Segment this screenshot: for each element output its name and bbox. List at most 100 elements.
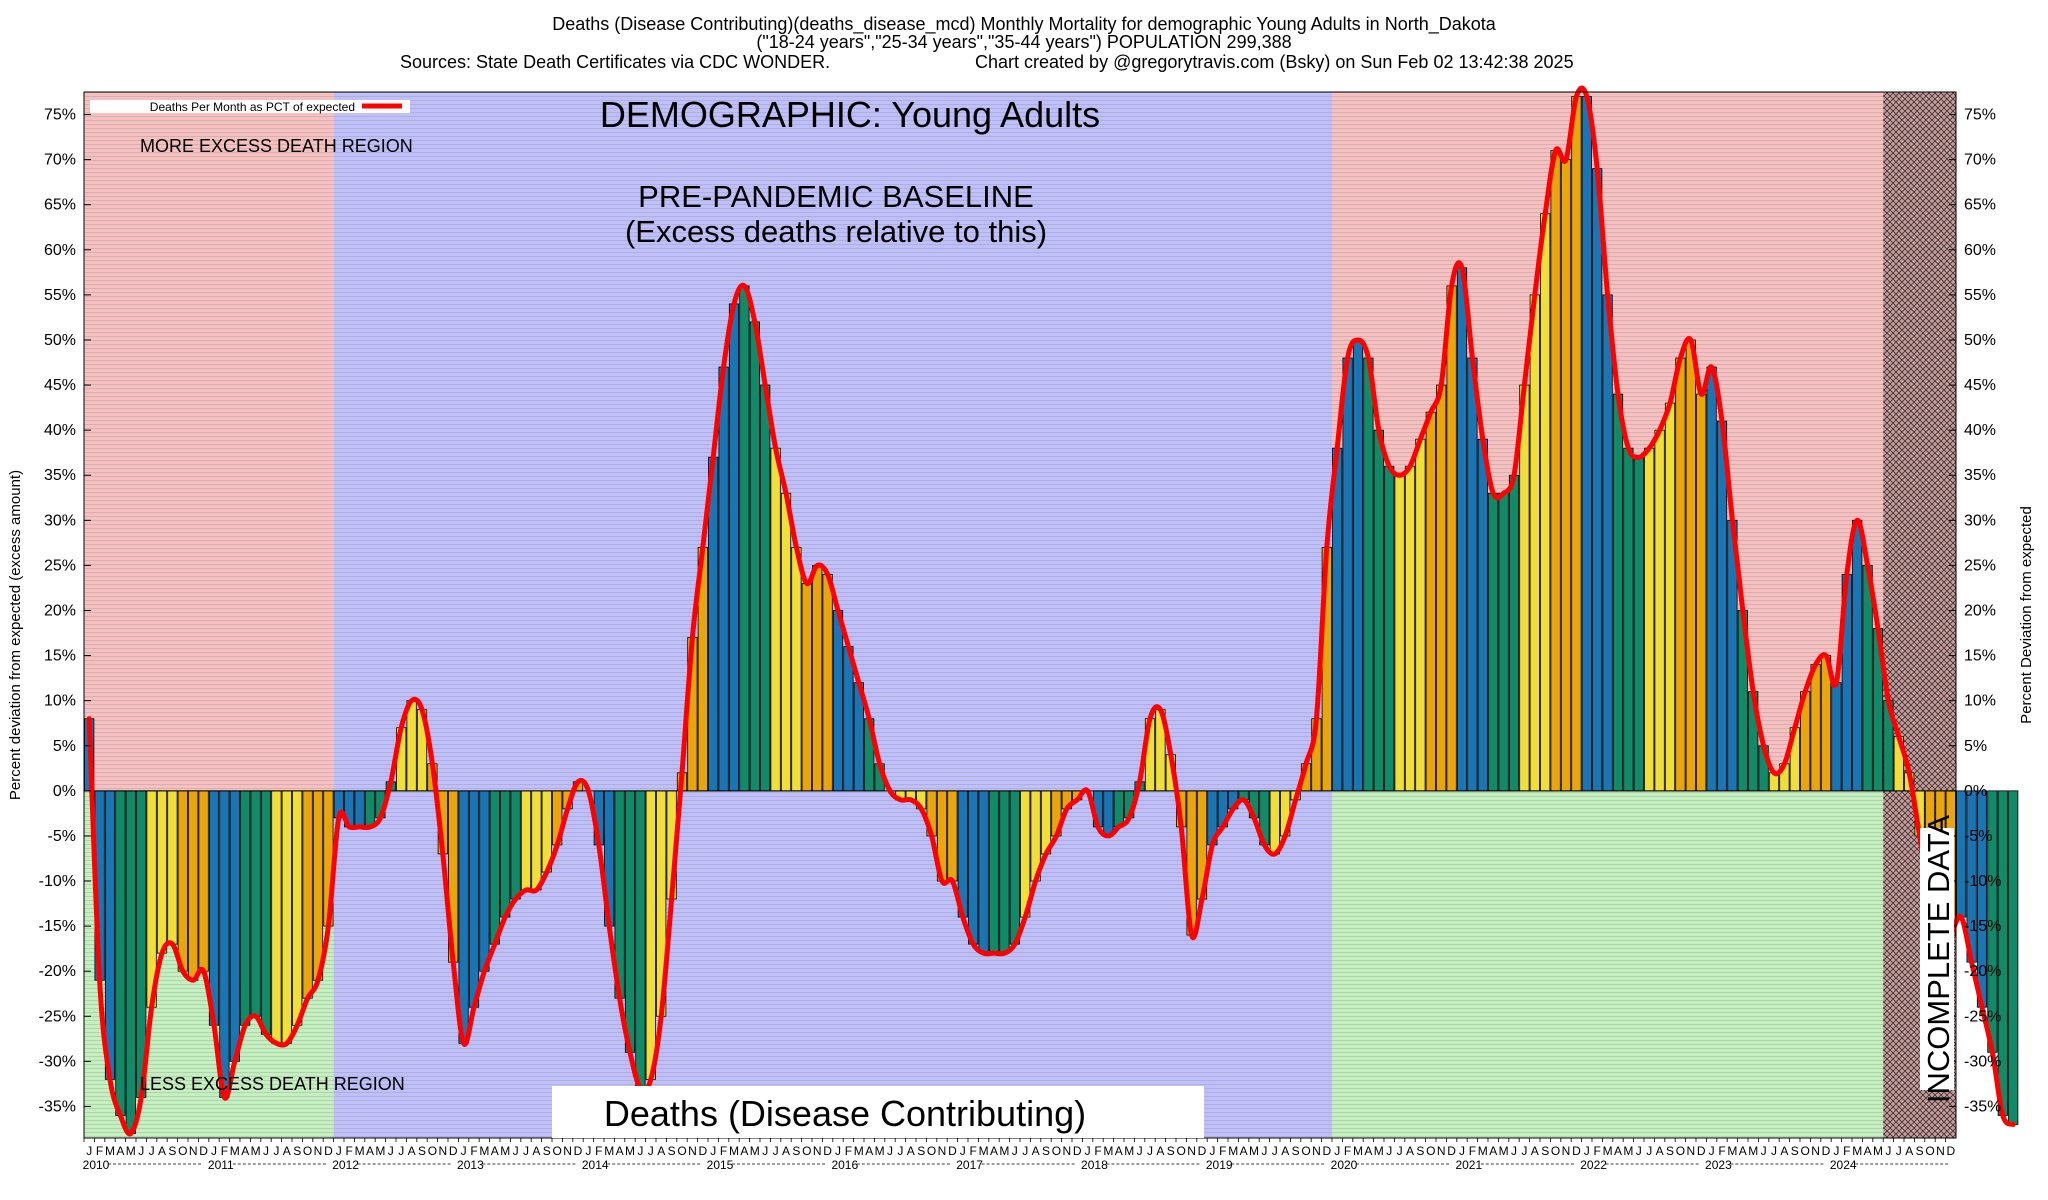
bar [364, 790, 376, 828]
x-tick-month: A [782, 1144, 790, 1158]
y-tick-label-left: 10% [44, 693, 76, 710]
x-tick-month: J [637, 1144, 643, 1158]
x-tick-year: 2021 [1455, 1158, 1482, 1172]
bar [219, 790, 230, 1098]
x-tick-month: O [553, 1144, 562, 1158]
bar [1519, 384, 1530, 792]
bar [167, 790, 178, 945]
bar [1696, 393, 1707, 792]
x-tick-month: A [1115, 1144, 1123, 1158]
y-tick-label-right: 15% [1964, 648, 1996, 665]
x-tick-month: J [762, 1144, 768, 1158]
x-tick-month: S [1916, 1144, 1924, 1158]
x-tick-month: A [990, 1144, 998, 1158]
x-tick-month: S [1541, 1144, 1549, 1158]
y-tick-label-right: 25% [1964, 557, 1996, 574]
x-tick-month: N [563, 1144, 572, 1158]
x-tick-month: O [1925, 1144, 1934, 1158]
x-tick-month: S [792, 1144, 800, 1158]
x-tick-month: F [470, 1144, 477, 1158]
x-tick-month: J [1771, 1144, 1777, 1158]
bar [760, 384, 771, 792]
bar [510, 790, 521, 900]
y-tick-label-right: 75% [1964, 107, 1996, 124]
x-tick-month: M [1727, 1144, 1737, 1158]
y-tick-label-left: 65% [44, 197, 76, 214]
bar [188, 790, 199, 981]
x-tick-month: M [604, 1144, 614, 1158]
x-tick-month: J [585, 1144, 591, 1158]
chart-title-line2: ("18-24 years","25-34 years","35-44 year… [756, 32, 1291, 52]
x-tick-month: J [1397, 1144, 1403, 1158]
bar [1706, 366, 1717, 792]
bar [1592, 168, 1603, 792]
y-tick-label-right: 50% [1964, 332, 1996, 349]
incomplete-data-label: INCOMPLETE DATA [1921, 815, 1956, 1104]
x-tick-month: N [938, 1144, 947, 1158]
x-tick-year: 2020 [1331, 1158, 1358, 1172]
x-tick-month: N [813, 1144, 822, 1158]
x-tick-month: M [1103, 1144, 1113, 1158]
x-tick-month: A [491, 1144, 499, 1158]
y-tick-label-right: -5% [1964, 828, 1992, 845]
bar [2008, 790, 2019, 1125]
x-tick-month: M [1603, 1144, 1613, 1158]
bar [780, 492, 792, 792]
legend: Deaths Per Month as PCT of expected [90, 100, 410, 114]
bar [250, 790, 261, 1017]
bar [645, 790, 656, 1080]
bar [281, 790, 292, 1044]
x-tick-month: A [283, 1144, 291, 1158]
bar [1352, 339, 1364, 792]
x-tick-month: D [1822, 1144, 1831, 1158]
x-tick-month: F [845, 1144, 852, 1158]
bar [791, 546, 802, 792]
metric-box: Deaths (Disease Contributing) [552, 1086, 1204, 1138]
x-tick-month: F [1718, 1144, 1725, 1158]
x-tick-year: 2024 [1830, 1158, 1857, 1172]
x-tick-month: M [1353, 1144, 1363, 1158]
x-tick-month: J [1885, 1144, 1891, 1158]
bar [1436, 384, 1447, 792]
x-tick-month: A [1656, 1144, 1664, 1158]
x-tick-month: A [408, 1144, 416, 1158]
bar [260, 790, 272, 1035]
y-tick-label-right: -15% [1964, 918, 2001, 935]
x-tick-month: M [105, 1144, 115, 1158]
bar [1009, 790, 1020, 945]
bar [240, 790, 251, 1026]
bar [468, 790, 480, 1008]
bar [115, 790, 126, 1116]
x-tick-month: O [1426, 1144, 1435, 1158]
bar [520, 790, 532, 891]
y-tick-label-right: 60% [1964, 242, 1996, 259]
x-tick-month: M [500, 1144, 510, 1158]
bar [489, 790, 500, 945]
x-tick-month: M [1499, 1144, 1509, 1158]
bar [125, 790, 136, 1134]
bar [1477, 438, 1488, 792]
x-tick-month: J [138, 1144, 144, 1158]
demographic-label: DEMOGRAPHIC: Young Adults [600, 94, 1100, 135]
x-tick-month: A [1240, 1144, 1248, 1158]
x-tick-year: 2015 [707, 1158, 734, 1172]
x-tick-month: N [688, 1144, 697, 1158]
bar [1456, 267, 1468, 792]
y-tick-label-right: -20% [1964, 963, 2001, 980]
bar [406, 700, 417, 792]
x-tick-month: A [158, 1144, 166, 1158]
bar [1394, 474, 1405, 792]
bar [1488, 492, 1499, 792]
bar [1529, 294, 1540, 792]
x-tick-month: A [1156, 1144, 1164, 1158]
incomplete-label-group: INCOMPLETE DATA [1920, 815, 1956, 1104]
y-tick-label-right: 30% [1964, 512, 1996, 529]
x-tick-month: D [1073, 1144, 1082, 1158]
y-tick-label-right: 40% [1964, 422, 1996, 439]
x-tick-year: 2017 [956, 1158, 983, 1172]
x-tick-month: J [1511, 1144, 1517, 1158]
x-tick-month: J [1137, 1144, 1143, 1158]
x-tick-month: D [1946, 1144, 1955, 1158]
chart-credit: Chart created by @gregorytravis.com (Bsk… [975, 52, 1574, 72]
